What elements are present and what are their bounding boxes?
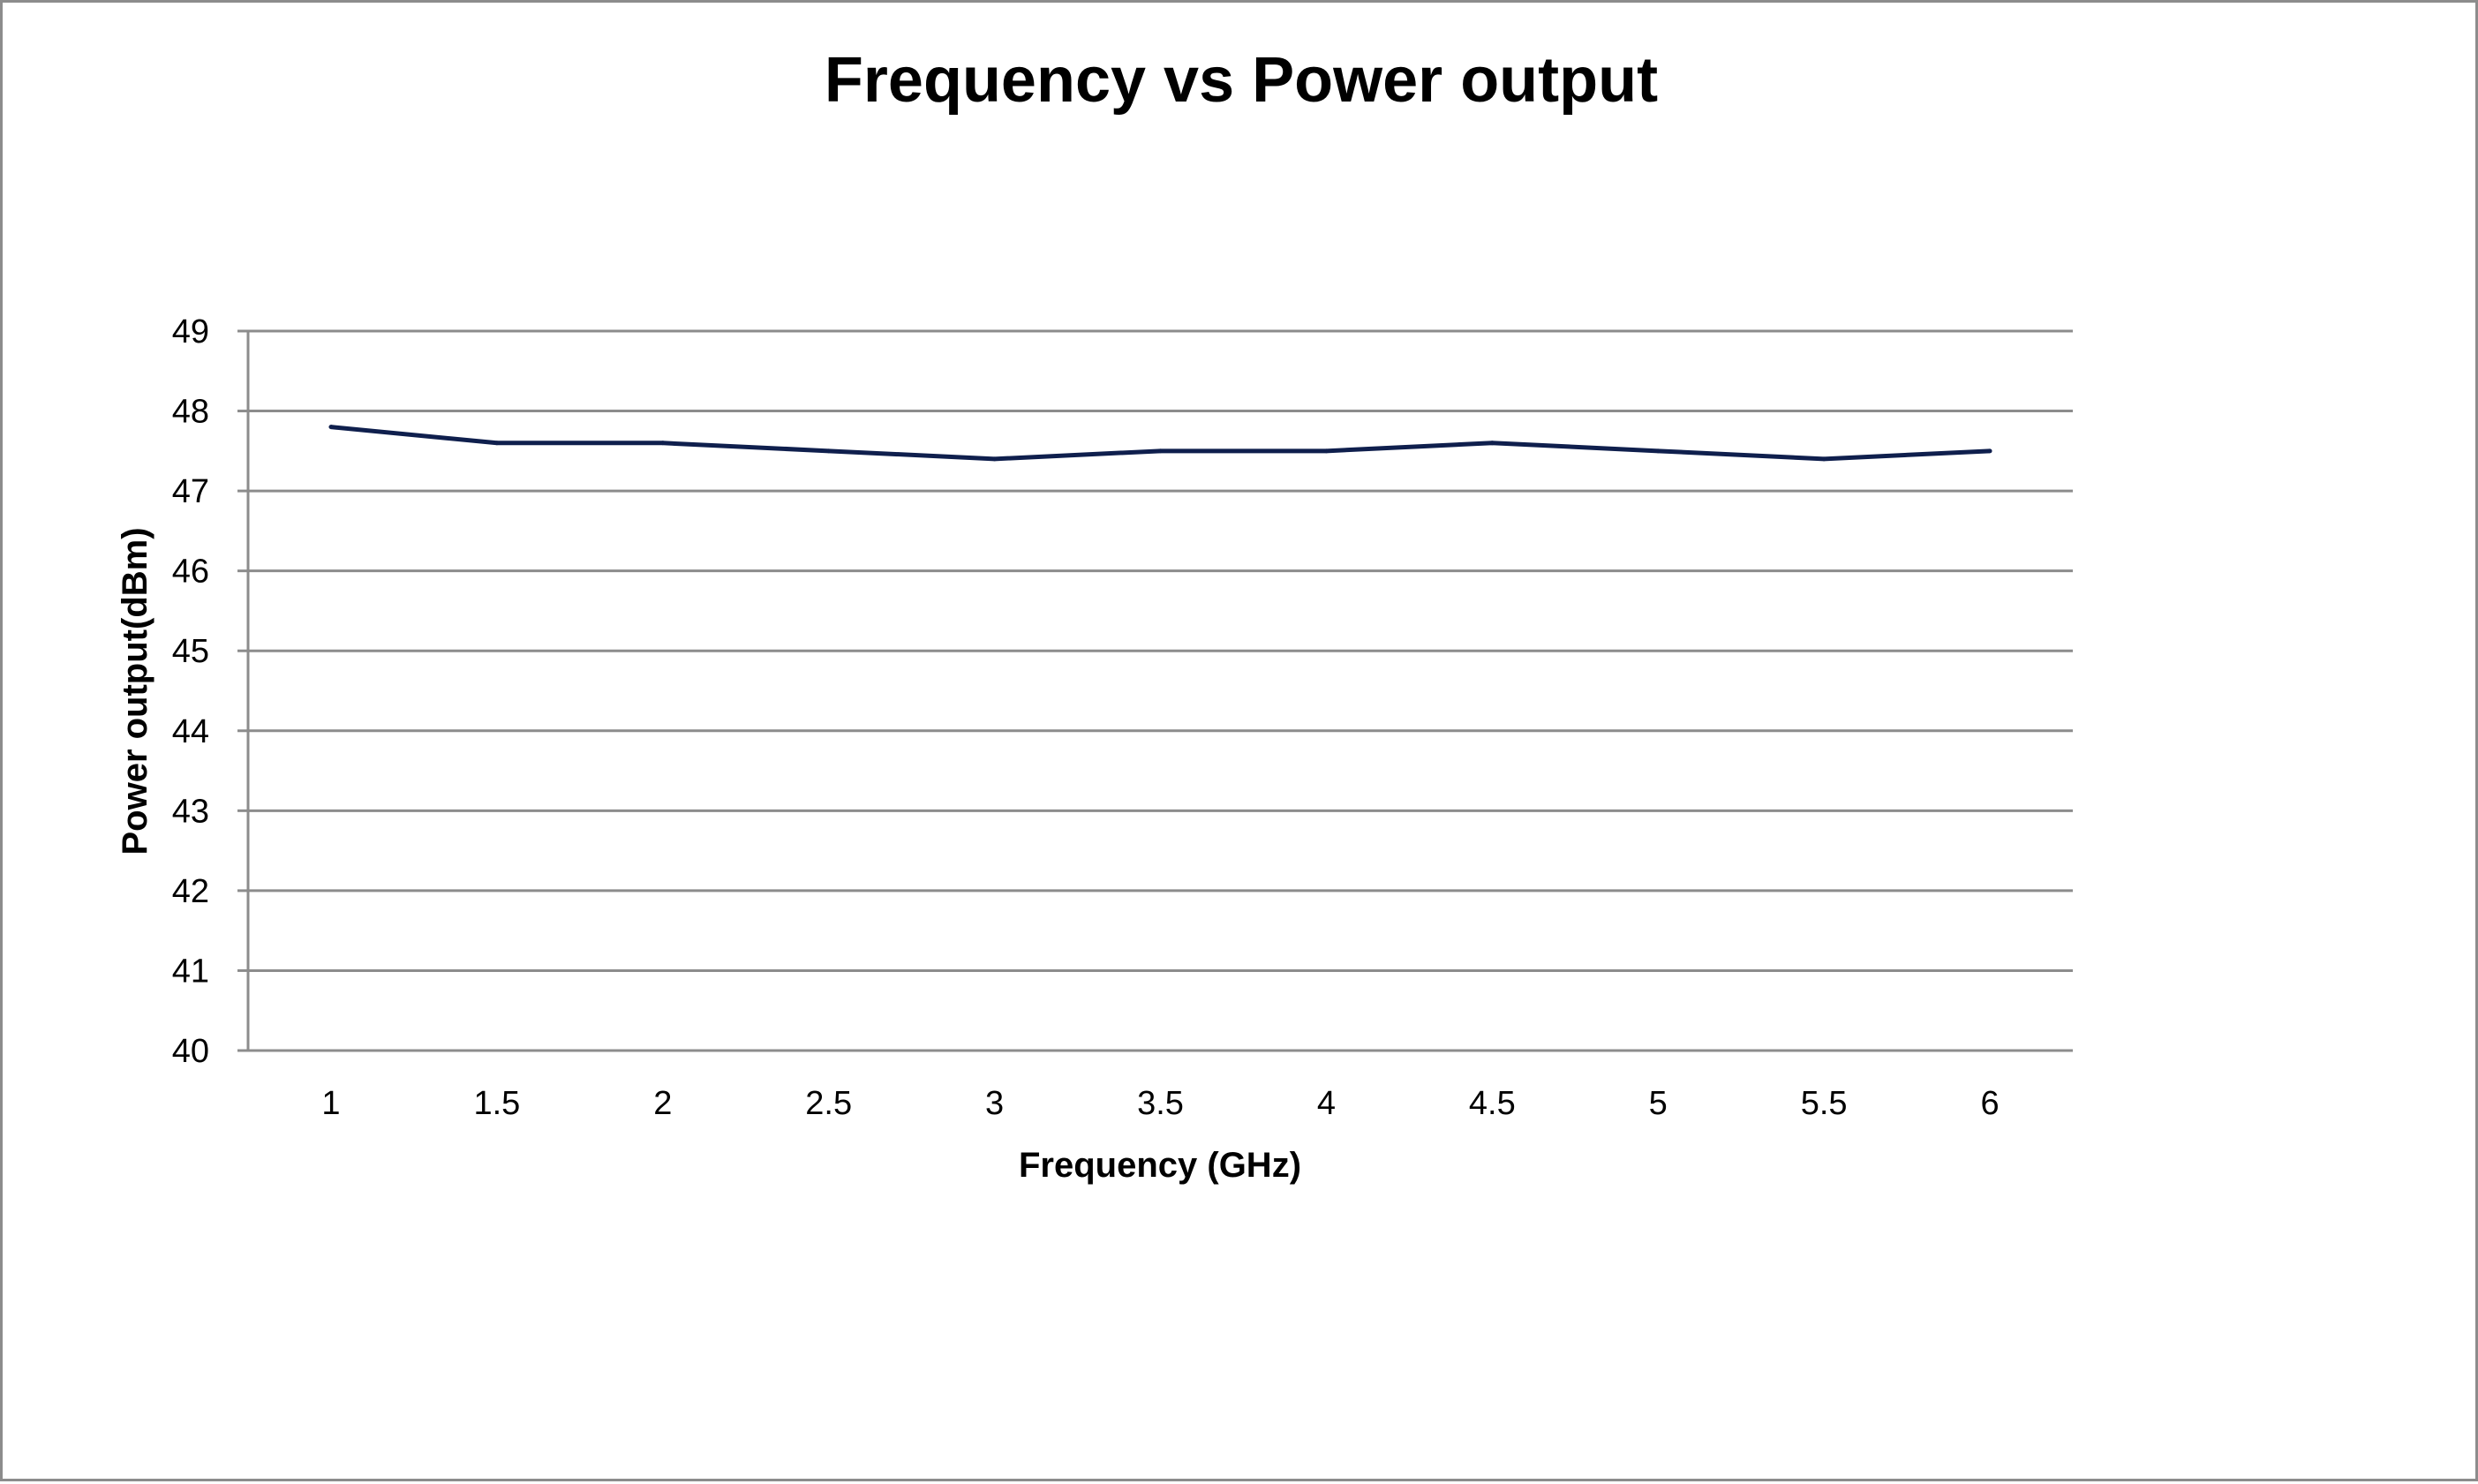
- x-tick-label: 2.5: [805, 1085, 852, 1122]
- data-point: [494, 441, 500, 446]
- y-tick-label: 43: [172, 793, 209, 830]
- x-tick-label: 1.5: [473, 1085, 520, 1122]
- y-tick-label: 40: [172, 1033, 209, 1070]
- x-tick-label: 6: [1980, 1085, 1999, 1122]
- series-line: [330, 425, 1991, 462]
- y-axis-title: Power output(dBm): [116, 527, 154, 855]
- data-point: [1489, 441, 1495, 446]
- x-tick-label: 4.5: [1469, 1085, 1516, 1122]
- x-tick-label: 5: [1649, 1085, 1668, 1122]
- data-point: [328, 425, 334, 430]
- data-point: [1987, 448, 1992, 454]
- axes: [237, 329, 2073, 1052]
- data-point: [1821, 456, 1826, 462]
- y-tick-label: 47: [172, 473, 209, 510]
- y-tick-label: 44: [172, 713, 209, 750]
- x-tick-labels: 1 1.5 2 2.5 3 3.5 4 4.5 5 5.5 6: [321, 1085, 1999, 1122]
- series-layer: [328, 425, 1992, 462]
- x-tick-label: 5.5: [1801, 1085, 1848, 1122]
- y-tick-label: 48: [172, 394, 209, 431]
- data-point: [1158, 448, 1163, 454]
- line-chart: Frequency vs Power output 40414243444546…: [116, 45, 2073, 1185]
- data-point: [660, 441, 666, 446]
- data-point: [992, 456, 998, 462]
- x-tick-label: 3: [985, 1085, 1004, 1122]
- data-point: [826, 448, 832, 454]
- x-tick-label: 3.5: [1137, 1085, 1184, 1122]
- y-tick-label: 49: [172, 313, 209, 350]
- y-tick-labels: 40 41 42 43 44 45 46 47 48 49: [172, 313, 209, 1070]
- x-tick-label: 4: [1317, 1085, 1336, 1122]
- chart-title: Frequency vs Power output: [825, 45, 1658, 116]
- x-axis-title: Frequency (GHz): [1019, 1146, 1301, 1185]
- data-point: [1655, 448, 1661, 454]
- y-tick-label: 46: [172, 554, 209, 591]
- y-tick-label: 45: [172, 633, 209, 670]
- x-tick-label: 2: [653, 1085, 672, 1122]
- y-tick-label: 41: [172, 953, 209, 990]
- x-tick-label: 1: [321, 1085, 340, 1122]
- data-point: [1323, 448, 1329, 454]
- gridlines: [248, 329, 2073, 972]
- y-tick-label: 42: [172, 873, 209, 910]
